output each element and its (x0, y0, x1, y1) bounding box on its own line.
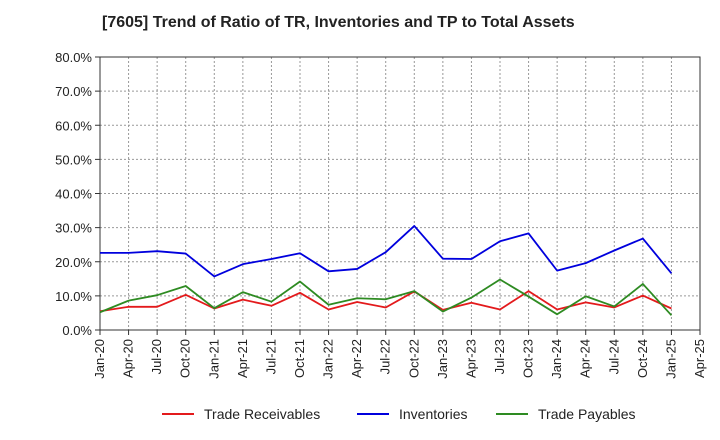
x-tick-label: Jul-20 (149, 339, 164, 374)
x-tick-label: Jan-21 (206, 339, 221, 379)
x-tick-label: Oct-20 (178, 339, 193, 378)
x-tick-label: Jan-23 (435, 339, 450, 379)
x-tick-label: Jan-20 (92, 339, 107, 379)
y-tick-label: 80.0% (55, 50, 92, 65)
legend: Trade Receivables Inventories Trade Payabl… (162, 406, 636, 422)
chart-title: [7605] Trend of Ratio of TR, Inventories… (102, 14, 575, 31)
x-tick-label: Oct-23 (521, 339, 536, 378)
x-tick-label: Apr-24 (578, 339, 593, 378)
x-tick-label: Apr-20 (121, 339, 136, 378)
x-tick-label: Jul-21 (263, 339, 278, 374)
x-tick-label: Apr-25 (692, 339, 707, 378)
y-tick-label: 50.0% (55, 152, 92, 167)
series-line-inventories (100, 225, 673, 278)
y-tick-label: 10.0% (55, 289, 92, 304)
legend-label: Trade Payables (538, 406, 636, 422)
legend-label: Inventories (399, 406, 467, 422)
x-tick-label: Oct-21 (292, 339, 307, 378)
plot-frame (99, 56, 701, 331)
x-tick-label: Jul-24 (606, 339, 621, 374)
x-tick-label: Jan-22 (321, 339, 336, 379)
series-line-trade-receivables (99, 290, 672, 313)
x-tick-label: Apr-22 (349, 339, 364, 378)
series-line-trade-payables (99, 278, 673, 316)
axes: 0.0% 10.0% 20.0% 30.0% 40.0% 50.0% 60.0% 70.0% 8… (55, 50, 707, 379)
x-tick-label: Jan-24 (549, 339, 564, 379)
y-tick-label: 60.0% (55, 118, 92, 133)
x-tick-label: Oct-24 (635, 339, 650, 378)
legend-label: Trade Receivables (204, 406, 320, 422)
x-tick-label: Jan-25 (663, 339, 678, 379)
x-tick-label: Apr-21 (235, 339, 250, 378)
x-tick-label: Jul-23 (492, 339, 507, 374)
x-tick-label: Apr-23 (463, 339, 478, 378)
y-tick-label: 70.0% (55, 84, 92, 99)
x-tick-label: Jul-22 (378, 339, 393, 374)
y-tick-label: 0.0% (62, 323, 92, 338)
y-tick-label: 40.0% (55, 187, 92, 202)
y-tick-label: 20.0% (55, 255, 92, 270)
series-lines (99, 225, 673, 316)
x-tick-label: Oct-22 (406, 339, 421, 378)
y-tick-label: 30.0% (55, 221, 92, 236)
